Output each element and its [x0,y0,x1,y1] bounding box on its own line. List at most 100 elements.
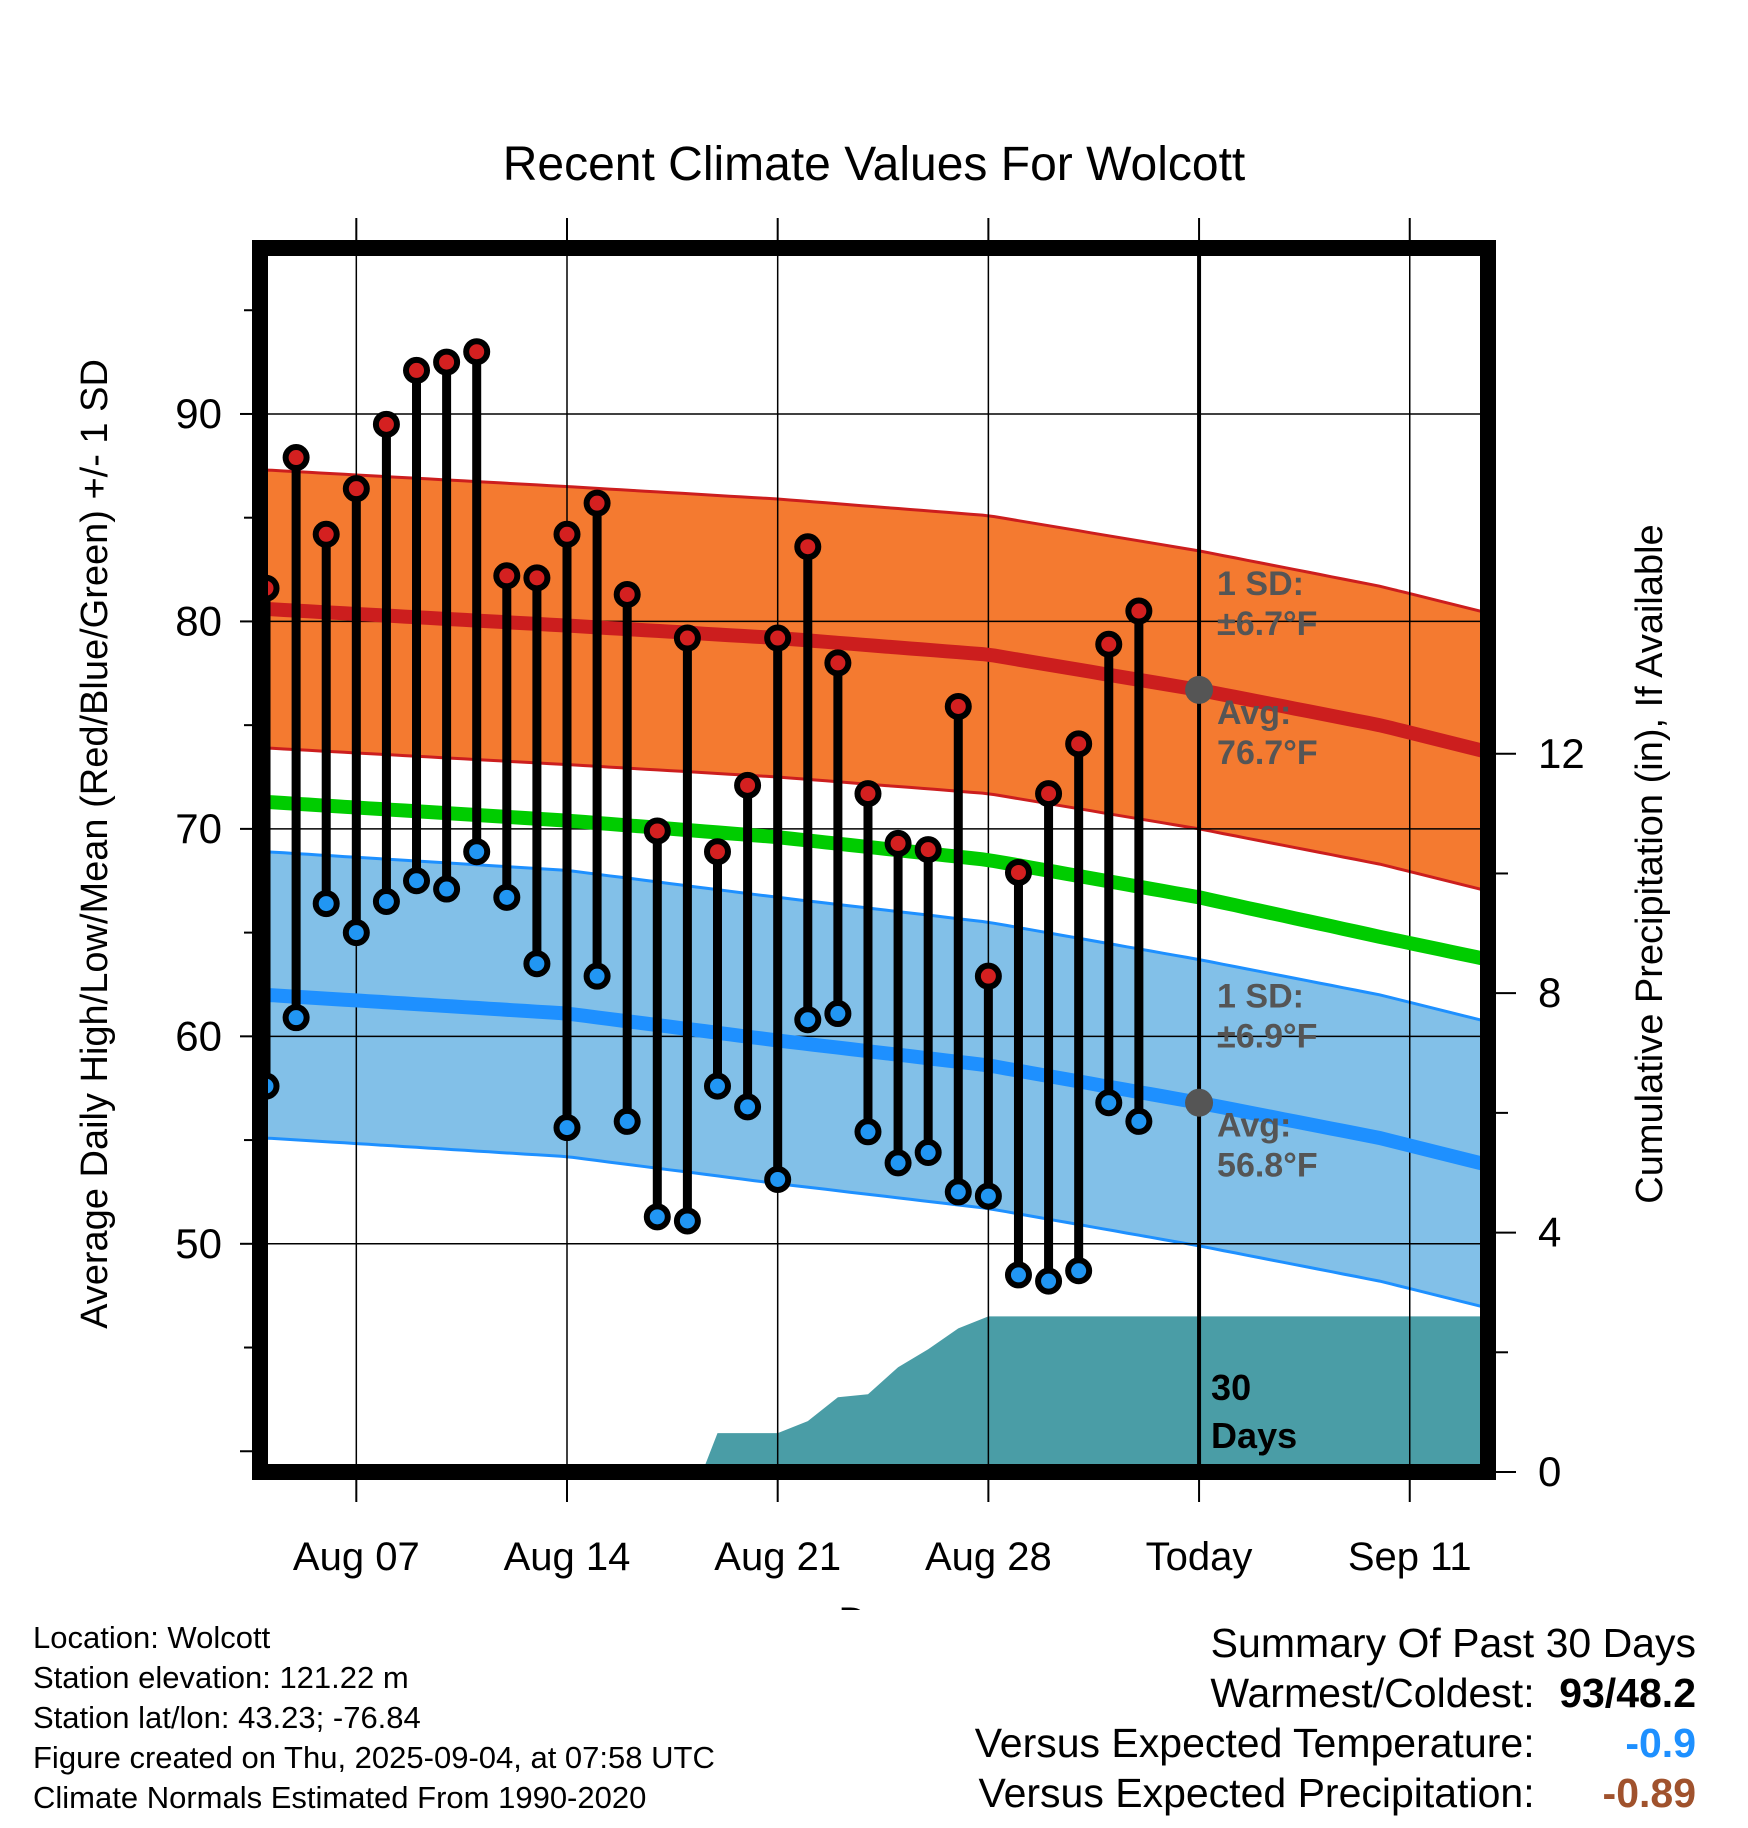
daily-low-point [583,962,611,990]
daily-low-point [613,1107,641,1135]
plot-frame [252,240,1496,1480]
daily-low-point [523,950,551,978]
daily-high-point [613,580,641,608]
low-avg-label: Avg: [1217,1107,1291,1145]
daily-high-point [1095,630,1123,658]
low-normal-line [260,987,1488,1172]
daily-low-point [1095,1089,1123,1117]
daily-high-point [403,356,431,384]
summary-temp-row: Versus Expected Temperature: -0.9 [975,1718,1696,1768]
daily-low-point [403,867,431,895]
daily-low-point [312,890,340,918]
x-axis-label: Day [838,1600,909,1610]
high-band-upper-edge [260,468,1488,615]
daily-high-point [944,692,972,720]
daily-low-point [794,1006,822,1034]
daily-high-point [703,838,731,866]
daily-low-point [643,1203,671,1231]
daily-high-point [523,564,551,592]
daily-high-point [734,771,762,799]
daily-low-point [282,1004,310,1032]
daily-low-point [824,1000,852,1028]
daily-high-point [794,533,822,561]
daily-high-point [342,475,370,503]
daily-low-point [944,1178,972,1206]
y2-axis-label: Cumulative Precipitation (in), If Availa… [1629,524,1671,1203]
daily-low-point [1004,1261,1032,1289]
daily-low-point [764,1165,792,1193]
daily-high-point [433,348,461,376]
daily-low-point [673,1207,701,1235]
daily-high-point [493,562,521,590]
daily-high-point [643,817,671,845]
daily-high-point [1035,780,1063,808]
high-sd-label: 1 SD: [1217,565,1304,603]
daily-high-point [673,624,701,652]
high-avg-label: Avg: [1217,694,1291,732]
daily-high-point [974,962,1002,990]
y-tick-label: 60 [175,1012,222,1059]
temp-anomaly-value: -0.9 [1625,1720,1696,1766]
low-band-upper-edge [260,850,1488,1024]
daily-low-point [553,1114,581,1142]
today-low-avg-marker [1185,1088,1214,1117]
daily-low-point [372,887,400,915]
precipitation-area [702,1316,1488,1472]
daily-low-point [914,1139,942,1167]
low-sd-label: 1 SD: [1217,978,1304,1016]
daily-high-point [914,836,942,864]
y2-tick-label: 4 [1538,1209,1561,1256]
y-axis-label: Average Daily High/Low/Mean (Red/Blue/Gr… [74,359,116,1329]
latlon-text: Station lat/lon: 43.23; -76.84 [33,1700,421,1735]
daily-low-point [463,838,491,866]
daily-low-point [1125,1107,1153,1135]
daily-high-point [1004,858,1032,886]
x-tick-label: Today [1146,1535,1253,1579]
high-avg-value: 76.7°F [1217,734,1318,772]
daily-high-point [312,520,340,548]
daily-low-point [884,1149,912,1177]
warmest-label: Warmest/Coldest: [1210,1670,1535,1716]
daily-low-point [1035,1267,1063,1295]
y-tick-label: 50 [175,1220,222,1267]
x-tick-label: Aug 28 [925,1535,1052,1579]
daily-low-point [342,919,370,947]
daily-low-point [734,1093,762,1121]
y-tick-label: 80 [175,597,222,644]
daily-high-point [583,489,611,517]
plot-content [260,248,1488,1472]
summary-heading: Summary Of Past 30 Days [1210,1620,1696,1666]
high-normal-line [260,602,1488,759]
normals-text: Climate Normals Estimated From 1990-2020 [33,1780,647,1815]
elevation-text: Station elevation: 121.22 m [33,1660,409,1695]
x-tick-label: Aug 21 [714,1535,841,1579]
chart-title: Recent Climate Values For Wolcott [503,138,1246,191]
x-tick-label: Sep 11 [1348,1535,1472,1579]
created-text: Figure created on Thu, 2025-09-04, at 07… [33,1740,715,1775]
window-label-number: 30 [1211,1367,1251,1408]
climate-chart: Recent Climate Values For Wolcott 1 SD:±… [74,138,1671,1610]
daily-low-point [433,875,461,903]
daily-high-point [372,410,400,438]
x-tick-label: Aug 14 [504,1535,631,1579]
y-tick-label: 90 [175,390,222,437]
temp-anomaly-label: Versus Expected Temperature: [974,1720,1535,1766]
y2-tick-label: 8 [1538,969,1561,1016]
daily-low-point [974,1182,1002,1210]
daily-high-point [1125,597,1153,625]
today-high-avg-marker [1185,675,1214,704]
location-text: Location: Wolcott [33,1620,271,1655]
precip-anomaly-label: Versus Expected Precipitation: [978,1770,1535,1816]
daily-high-point [824,649,852,677]
warmest-value: 93/48.2 [1559,1670,1696,1716]
precip-anomaly-value: -0.89 [1602,1770,1696,1816]
daily-high-point [884,829,912,857]
x-tick-label: Aug 07 [293,1535,420,1579]
mean-normal-line [260,794,1488,967]
summary-precip-row: Versus Expected Precipitation: -0.89 [975,1768,1697,1818]
daily-high-point [764,624,792,652]
low-avg-value: 56.8°F [1217,1147,1318,1185]
window-label-unit: Days [1211,1415,1297,1456]
daily-high-point [1065,730,1093,758]
